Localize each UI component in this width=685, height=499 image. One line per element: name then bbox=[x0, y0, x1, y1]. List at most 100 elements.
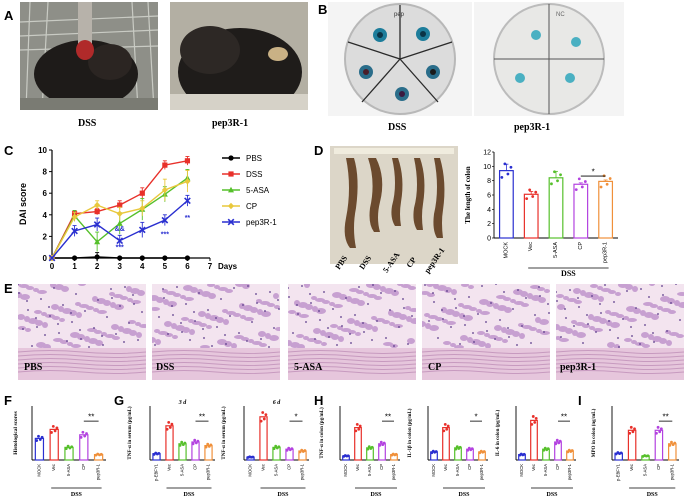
bar-dot bbox=[434, 450, 438, 453]
bar-significance-mark: ** bbox=[385, 413, 391, 422]
bar-dot bbox=[525, 197, 529, 201]
bar-y-tick-label: 6 bbox=[487, 193, 491, 200]
c-point bbox=[161, 186, 168, 194]
tnf-serum-6d-chart: 6 d TNF-α in serum (pg/mL) MOCK Vec 5-ASA CP p… bbox=[222, 400, 309, 498]
bar-dot bbox=[303, 449, 307, 452]
bar-dot bbox=[443, 422, 447, 426]
bar-dot bbox=[608, 177, 612, 180]
bar-dot bbox=[633, 427, 636, 431]
c-x-tick-label: 6 bbox=[185, 262, 190, 270]
dish-label-pep: pep bbox=[394, 12, 405, 18]
caption-a-pep3r1: pep3R-1 bbox=[212, 118, 249, 129]
bar-category-label: MOCK bbox=[503, 242, 509, 259]
caption-b-dss: DSS bbox=[388, 122, 407, 133]
bar-dot bbox=[35, 439, 39, 442]
bar-category-label: pep3R-1 bbox=[479, 463, 484, 480]
bar-category-label: 5-ASA bbox=[367, 464, 372, 476]
bar-category-label: pep3R-1 bbox=[206, 463, 211, 480]
bar-dot bbox=[628, 431, 632, 435]
c-point bbox=[93, 221, 101, 228]
bar-dot bbox=[619, 451, 623, 455]
bar-group-label: DSS bbox=[458, 492, 470, 498]
bar-dot bbox=[470, 447, 474, 451]
bar-dot bbox=[556, 179, 559, 183]
bar-dot bbox=[50, 431, 53, 434]
bar-dot bbox=[206, 442, 210, 446]
bar-dot bbox=[358, 424, 362, 428]
bar-dot bbox=[466, 448, 470, 452]
c-y-tick-label: 6 bbox=[43, 189, 48, 198]
bar-dot bbox=[183, 441, 187, 445]
c-point bbox=[116, 237, 124, 245]
bar-significance-mark: ** bbox=[88, 413, 94, 422]
bar-dot bbox=[533, 420, 537, 424]
bar-group-label: DSS bbox=[561, 269, 576, 276]
bar bbox=[34, 437, 45, 461]
bar-dot bbox=[542, 448, 546, 452]
bar-dot bbox=[196, 439, 200, 443]
tnf-colon-chart: TNF-α in colon (pg/mL) MOCK Vec 5-ASA CP pep3… bbox=[320, 406, 400, 498]
c-point bbox=[117, 255, 123, 261]
bar-dot bbox=[570, 449, 574, 452]
bar-dot bbox=[378, 444, 382, 447]
bar-dot bbox=[178, 444, 182, 447]
bar-dot bbox=[357, 427, 361, 431]
bar-category-label: MOCK bbox=[36, 464, 41, 477]
bar-dot bbox=[191, 442, 195, 446]
bar-y-axis-title: Histological scores bbox=[13, 411, 19, 454]
histo-caption-5asa: 5-ASA bbox=[294, 362, 323, 373]
colon-length-bar-chart: 0 2 4 6 8 10 12 The length of colon MOCK Vec 5-ASA… bbox=[464, 150, 618, 276]
bar-y-tick-label: 10 bbox=[483, 164, 491, 171]
panel-letter-d: D bbox=[314, 143, 324, 158]
bar-dot bbox=[366, 447, 370, 451]
bar-dot bbox=[605, 182, 609, 186]
bar-category-label: Vec bbox=[531, 464, 536, 471]
bar-dot bbox=[264, 413, 268, 417]
bar-dot bbox=[209, 443, 213, 447]
c-point bbox=[161, 216, 169, 224]
bar-dot bbox=[659, 427, 663, 431]
panel-letter-e: E bbox=[4, 281, 13, 296]
bar-dot bbox=[298, 450, 302, 454]
bar-category-label: Vec bbox=[629, 464, 634, 471]
bar-dot bbox=[165, 427, 169, 431]
c-significance-mark: *** bbox=[161, 231, 169, 238]
c-point bbox=[184, 178, 191, 185]
bar-y-axis-title: MPO in colon (ng/mL) bbox=[592, 408, 597, 457]
bar-category-label: MOCK bbox=[431, 464, 436, 477]
bar bbox=[573, 183, 589, 239]
bar-y-tick-label: 2 bbox=[487, 221, 491, 228]
bar bbox=[354, 426, 362, 461]
bar-dot bbox=[167, 420, 171, 424]
bar-dot bbox=[64, 447, 68, 451]
bar-dot bbox=[655, 431, 658, 435]
bar-category-label: p-EBFY1 bbox=[154, 463, 159, 481]
c-point bbox=[94, 208, 100, 215]
bar bbox=[498, 170, 514, 239]
c-point bbox=[139, 205, 146, 212]
bar-significance-mark: * bbox=[474, 413, 477, 422]
c-y-tick-label: 4 bbox=[43, 211, 48, 220]
bar-category-label: pep3R-1 bbox=[669, 463, 674, 480]
bar-dot bbox=[99, 452, 103, 456]
bar-chart-title: 6 d bbox=[273, 400, 282, 406]
c-point bbox=[71, 213, 78, 221]
bar-category-label: pep3R-1 bbox=[391, 463, 396, 480]
bar-category-label: 5-ASA bbox=[180, 464, 185, 476]
caption-b-pep3r1: pep3R-1 bbox=[514, 122, 551, 133]
bar-dot bbox=[534, 190, 538, 194]
c-y-tick-label: 2 bbox=[43, 232, 48, 241]
bar-dot bbox=[70, 445, 74, 449]
bar-category-label: Vec bbox=[443, 464, 448, 471]
bar bbox=[530, 419, 538, 461]
bar-dot bbox=[277, 445, 281, 449]
bar-dot bbox=[506, 172, 510, 176]
bar-dot bbox=[51, 424, 55, 428]
bar-dot bbox=[79, 435, 83, 439]
bar bbox=[627, 429, 637, 461]
panel-letter-f: F bbox=[4, 393, 12, 408]
bar-dot bbox=[446, 424, 450, 428]
bar-significance-mark: ** bbox=[199, 413, 205, 422]
c-legend-label: DSS bbox=[246, 170, 262, 179]
c-legend-label: CP bbox=[246, 202, 257, 211]
